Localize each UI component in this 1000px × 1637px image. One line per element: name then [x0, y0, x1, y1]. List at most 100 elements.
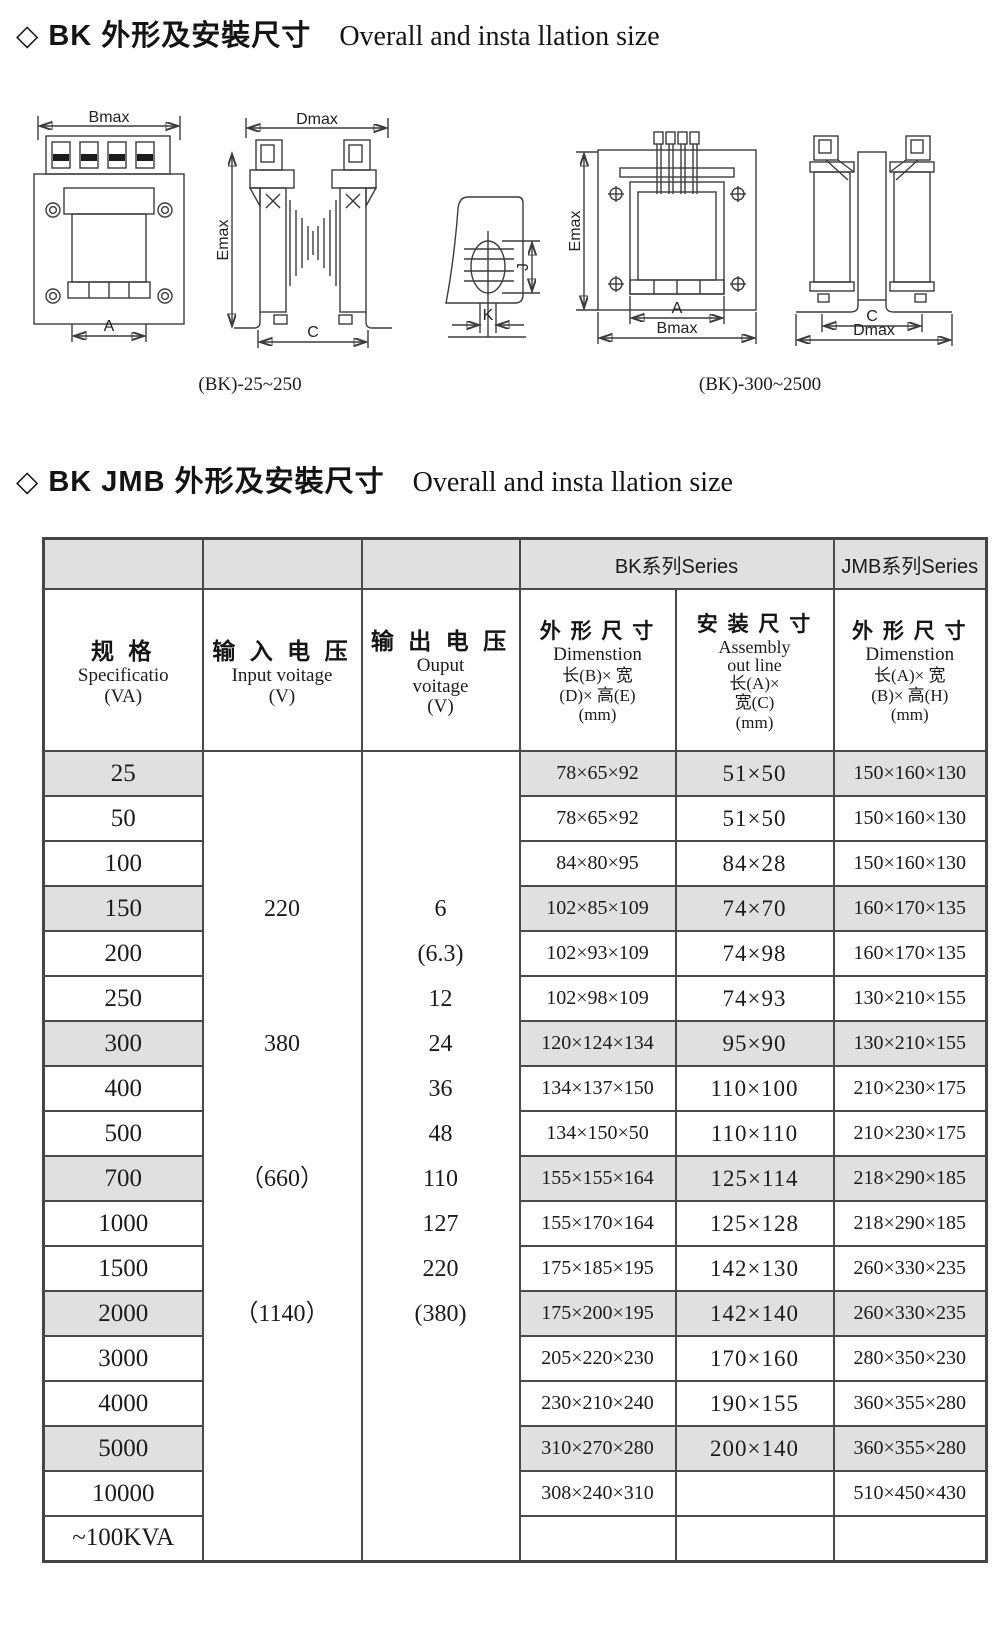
section-title-bk-jmb: ◇ BK JMB 外形及安裝尺寸 Overall and insta llati… [16, 458, 733, 500]
cell-spec: 300 [42, 1020, 204, 1067]
cell-bk-assembly: 125×114 [674, 1155, 835, 1202]
dim-label-dmax: Dmax [296, 111, 338, 128]
header-output-voltage: 输 出 电 压 Ouput voitage (V) [360, 588, 521, 752]
table-row: 1000 155×170×164 125×128 218×290×185 [42, 1200, 988, 1247]
cell-bk-assembly: 74×98 [674, 930, 835, 977]
header-group-bk-series: BK系列Series [518, 537, 835, 590]
cell-output-voltage: 6 (6.3) 12 24 36 48 110 127 220 (380) [360, 750, 521, 1562]
header-spec: 规 格 Specificatio (VA) [42, 588, 204, 752]
cell-spec: 500 [42, 1110, 204, 1157]
cell-bk-assembly: 51×50 [674, 750, 835, 797]
cell-jmb-dimension: 150×160×130 [832, 840, 988, 887]
cell-output-voltage-value: 48 [428, 1121, 453, 1147]
cell-output-voltage-value: 127 [422, 1211, 459, 1237]
cell-jmb-dimension: 150×160×130 [832, 795, 988, 842]
table-row: 100 84×80×95 84×28 150×160×130 [42, 840, 988, 887]
dim-label-c-2: C [866, 308, 878, 325]
table-row: 2000 175×200×195 142×140 260×330×235 [42, 1290, 988, 1337]
section-title-bk-jmb-en: Overall and insta llation size [412, 467, 733, 498]
cell-spec: 250 [42, 975, 204, 1022]
cell-bk-assembly: 142×130 [674, 1245, 835, 1292]
header-bk-assembly: 安 装 尺 寸 Assembly out line 长(A)× 宽(C) (mm… [674, 588, 835, 752]
cell-spec: 4000 [42, 1380, 204, 1427]
figure-bk-large-side-view: C Dmax [786, 126, 962, 350]
cell-jmb-dimension: 218×290×185 [832, 1155, 988, 1202]
figure-bk-small-side-view: Dmax Emax C [216, 110, 406, 354]
cell-bk-assembly: 125×128 [674, 1200, 835, 1247]
cell-spec: 150 [42, 885, 204, 932]
cell-bk-dimension: 120×124×134 [518, 1020, 677, 1067]
cell-bk-dimension: 78×65×92 [518, 795, 677, 842]
cell-jmb-dimension: 130×210×155 [832, 1020, 988, 1067]
cell-jmb-dimension: 210×230×175 [832, 1065, 988, 1112]
header-bk-dimension: 外 形 尺 寸 Dimenstion 长(B)× 宽 (D)× 高(E) (mm… [518, 588, 677, 752]
caption-bk-300-2500: (BK)-300~2500 [698, 374, 822, 395]
cell-bk-dimension: 230×210×240 [518, 1380, 677, 1427]
cell-bk-dimension [518, 1515, 677, 1562]
dim-label-a-2: A [672, 300, 683, 317]
table-row: 500 134×150×50 110×110 210×230×175 [42, 1110, 988, 1157]
cell-output-voltage-value: 24 [428, 1031, 453, 1057]
cell-bk-dimension: 102×98×109 [518, 975, 677, 1022]
cell-bk-assembly: 142×140 [674, 1290, 835, 1337]
table-header-group-row: BK系列Series JMB系列Series [42, 537, 988, 590]
cell-jmb-dimension: 360×355×280 [832, 1380, 988, 1427]
table-row: 25 220 380 （660） （1140） 6 (6.3) 12 24 36 48 110 127 2… [42, 750, 988, 1562]
cell-bk-assembly: 190×155 [674, 1380, 835, 1427]
table-row: 200 102×93×109 74×98 160×170×135 [42, 930, 988, 977]
cell-bk-dimension: 155×170×164 [518, 1200, 677, 1247]
section-title-bk-en: Overall and insta llation size [339, 21, 660, 52]
dim-label-c: C [307, 324, 319, 341]
cell-bk-assembly: 74×70 [674, 885, 835, 932]
cell-spec: 2000 [42, 1290, 204, 1337]
cell-spec: 10000 [42, 1470, 204, 1517]
cell-spec: 700 [42, 1155, 204, 1202]
cell-spec: 5000 [42, 1425, 204, 1472]
table-row: 10000 308×240×310 510×450×430 [42, 1470, 988, 1517]
cell-bk-assembly [674, 1470, 835, 1517]
cell-jmb-dimension: 160×170×135 [832, 930, 988, 977]
caption-bk-25-250: (BK)-25~250 [198, 374, 302, 395]
cell-bk-assembly: 74×93 [674, 975, 835, 1022]
table-row: 300 120×124×134 95×90 130×210×155 [42, 1020, 988, 1067]
cell-spec: 1000 [42, 1200, 204, 1247]
cell-bk-dimension: 175×185×195 [518, 1245, 677, 1292]
header-blank-output [360, 537, 521, 590]
cell-bk-assembly: 200×140 [674, 1425, 835, 1472]
header-group-jmb-series: JMB系列Series [832, 537, 988, 590]
cell-input-voltage-value: 380 [264, 1031, 300, 1057]
table-row: 3000 205×220×230 170×160 280×350×230 [42, 1335, 988, 1382]
cell-output-voltage-value: 110 [422, 1166, 459, 1192]
cell-jmb-dimension: 160×170×135 [832, 885, 988, 932]
figure-foot-detail: J K [428, 185, 546, 347]
cell-output-voltage-value: 12 [428, 986, 453, 1012]
cell-jmb-dimension: 510×450×430 [832, 1470, 988, 1517]
table-row: 1500 175×185×195 142×130 260×330×235 [42, 1245, 988, 1292]
cell-spec: 25 [42, 750, 204, 797]
cell-jmb-dimension: 130×210×155 [832, 975, 988, 1022]
table-row: 5000 310×270×280 200×140 360×355×280 [42, 1425, 988, 1472]
table-row: 50 78×65×92 51×50 150×160×130 [42, 795, 988, 842]
header-blank-input [201, 537, 363, 590]
cell-bk-dimension: 78×65×92 [518, 750, 677, 797]
cell-bk-assembly: 170×160 [674, 1335, 835, 1382]
cell-jmb-dimension [832, 1515, 988, 1562]
cell-jmb-dimension: 260×330×235 [832, 1245, 988, 1292]
cell-spec: 200 [42, 930, 204, 977]
cell-spec: 100 [42, 840, 204, 887]
cell-spec: 400 [42, 1065, 204, 1112]
cell-output-voltage-value: (6.3) [417, 941, 464, 967]
dim-label-k: K [483, 307, 494, 324]
cell-output-voltage-value: 6 [434, 896, 447, 922]
cell-spec: 3000 [42, 1335, 204, 1382]
header-input-voltage: 输 入 电 压 Input voitage (V) [201, 588, 363, 752]
cell-output-voltage-value: (380) [414, 1301, 467, 1327]
figure-bk-small-front-view: Bmax A [26, 110, 194, 350]
cell-input-voltage-value: 220 [264, 896, 300, 922]
dim-label-j: J [515, 263, 532, 271]
cell-input-voltage: 220 380 （660） （1140） [201, 750, 363, 1562]
cell-jmb-dimension: 150×160×130 [832, 750, 988, 797]
cell-bk-dimension: 310×270×280 [518, 1425, 677, 1472]
cell-bk-assembly: 84×28 [674, 840, 835, 887]
table-row: 250 102×98×109 74×93 130×210×155 [42, 975, 988, 1022]
